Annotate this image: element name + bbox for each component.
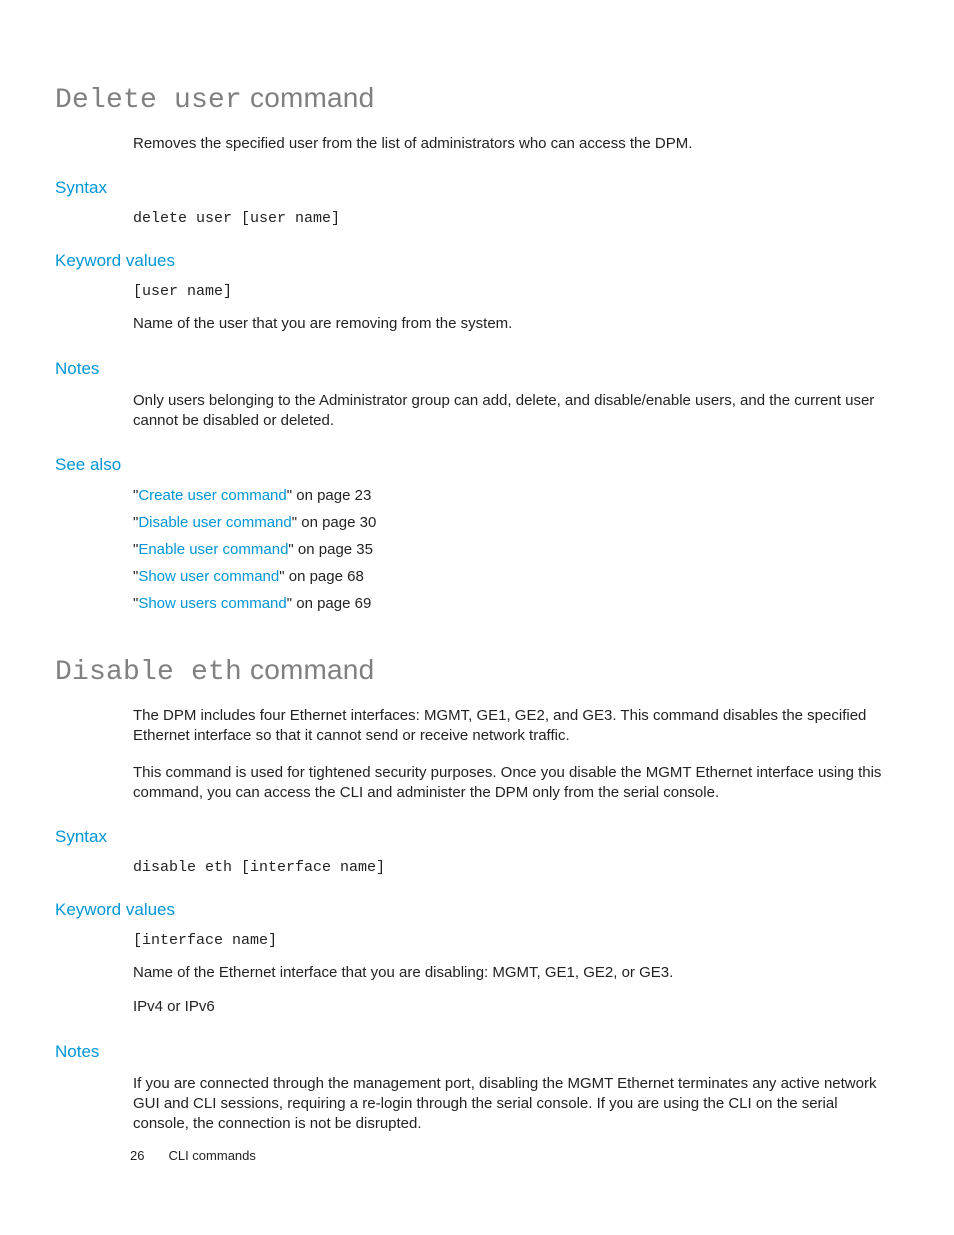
heading-mono: Delete user bbox=[55, 85, 242, 116]
disable-eth-intro1: The DPM includes four Ethernet interface… bbox=[133, 706, 893, 747]
keyword-param-2: [interface name] bbox=[133, 932, 899, 949]
heading-plain: command bbox=[242, 82, 374, 113]
see-also-link[interactable]: Create user command bbox=[138, 487, 286, 504]
keyword-values-heading-2: Keyword values bbox=[55, 900, 899, 920]
see-also-item: "Show user command" on page 68 bbox=[133, 568, 899, 585]
see-also-heading: See also bbox=[55, 455, 899, 475]
keyword-desc-2a: Name of the Ethernet interface that you … bbox=[133, 963, 893, 983]
notes-heading-2: Notes bbox=[55, 1042, 899, 1062]
see-also-suffix: " on page 23 bbox=[287, 487, 372, 504]
see-also-item: "Disable user command" on page 30 bbox=[133, 514, 899, 531]
delete-user-heading: Delete user command bbox=[55, 82, 899, 116]
heading-plain: command bbox=[242, 654, 374, 685]
see-also-suffix: " on page 68 bbox=[279, 568, 364, 585]
syntax-heading: Syntax bbox=[55, 178, 899, 198]
syntax-code-2: disable eth [interface name] bbox=[133, 859, 899, 876]
see-also-link[interactable]: Show user command bbox=[138, 568, 279, 585]
see-also-suffix: " on page 35 bbox=[288, 541, 373, 558]
disable-eth-heading: Disable eth command bbox=[55, 654, 899, 688]
disable-eth-intro2: This command is used for tightened secur… bbox=[133, 763, 893, 804]
keyword-desc: Name of the user that you are removing f… bbox=[133, 314, 893, 334]
see-also-link[interactable]: Show users command bbox=[138, 595, 286, 612]
see-also-link[interactable]: Disable user command bbox=[138, 514, 291, 531]
see-also-item: "Show users command" on page 69 bbox=[133, 595, 899, 612]
keyword-desc-2b: IPv4 or IPv6 bbox=[133, 997, 893, 1017]
see-also-item: "Create user command" on page 23 bbox=[133, 487, 899, 504]
notes-text: Only users belonging to the Administrato… bbox=[133, 391, 893, 432]
see-also-link[interactable]: Enable user command bbox=[138, 541, 288, 558]
chapter-name: CLI commands bbox=[168, 1148, 255, 1163]
keyword-values-heading: Keyword values bbox=[55, 251, 899, 271]
delete-user-intro: Removes the specified user from the list… bbox=[133, 134, 893, 154]
page-footer: 26 CLI commands bbox=[130, 1148, 256, 1163]
notes-text-2: If you are connected through the managem… bbox=[133, 1074, 893, 1135]
see-also-suffix: " on page 69 bbox=[287, 595, 372, 612]
section-gap bbox=[55, 622, 899, 654]
see-also-list: "Create user command" on page 23 "Disabl… bbox=[133, 487, 899, 612]
document-page: Delete user command Removes the specifie… bbox=[0, 0, 954, 1235]
notes-heading: Notes bbox=[55, 359, 899, 379]
see-also-suffix: " on page 30 bbox=[292, 514, 377, 531]
heading-mono: Disable eth bbox=[55, 657, 242, 688]
see-also-item: "Enable user command" on page 35 bbox=[133, 541, 899, 558]
syntax-code: delete user [user name] bbox=[133, 210, 899, 227]
page-number: 26 bbox=[130, 1148, 144, 1163]
keyword-param: [user name] bbox=[133, 283, 899, 300]
syntax-heading-2: Syntax bbox=[55, 827, 899, 847]
